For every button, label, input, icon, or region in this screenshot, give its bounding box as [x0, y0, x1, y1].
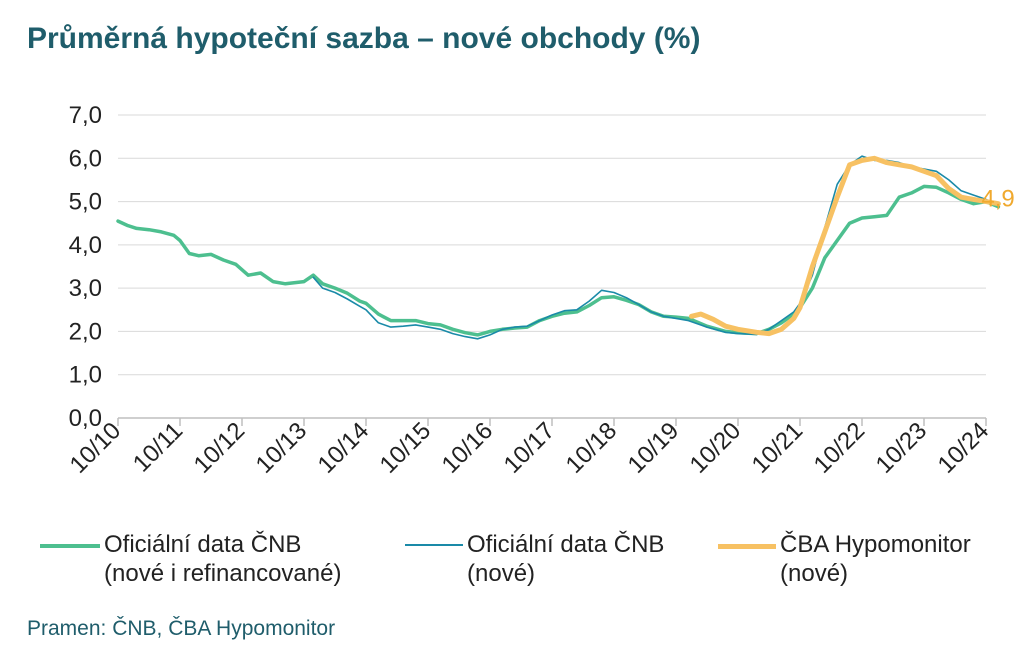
y-axis: 0,0 1,0 2,0 3,0 4,0 5,0 6,0 7,0 — [69, 102, 102, 432]
legend-swatch-cnb-all — [40, 544, 100, 548]
x-axis: 10/10 10/11 10/12 10/13 10/14 10/15 10/16 10/17… — [65, 417, 995, 479]
gridlines — [118, 114, 986, 376]
x-tick-label: 10/20 — [685, 417, 747, 479]
legend-label-cba-line2: (nové) — [780, 560, 849, 587]
legend-item-cnb-all: Oficiální data ČNB (nové i refinancované… — [40, 530, 410, 590]
legend-swatch-cnb-new — [405, 544, 463, 546]
x-tick-label: 10/23 — [871, 417, 933, 479]
series-line-cnb-new — [312, 155, 1000, 340]
x-tick-label: 10/11 — [128, 417, 188, 477]
legend-swatch-cba — [718, 544, 776, 549]
legend-label-cba-line1: ČBA Hypomonitor — [780, 531, 971, 558]
series-line-cba — [689, 155, 1001, 337]
y-tick-label: 1,0 — [69, 362, 102, 389]
x-tick-label: 10/22 — [809, 417, 871, 479]
annotations: 4,9 — [981, 186, 1014, 213]
y-tick-label: 7,0 — [69, 102, 102, 129]
x-tick-label: 10/12 — [189, 417, 251, 479]
x-tick-label: 10/14 — [313, 417, 375, 479]
y-tick-label: 6,0 — [69, 145, 102, 172]
source-note: Pramen: ČNB, ČBA Hypomonitor — [27, 617, 336, 640]
series-lines — [116, 155, 1001, 340]
x-tick-label: 10/24 — [933, 417, 995, 479]
legend-label-cnb-all-line2: (nové i refinancované) — [104, 560, 342, 587]
y-tick-label: 2,0 — [69, 318, 102, 345]
chart-title: Průměrná hypoteční sazba – nové obchody … — [27, 22, 701, 55]
legend-item-cba: ČBA Hypomonitor (nové) — [718, 530, 1018, 590]
x-tick-label: 10/15 — [375, 417, 437, 479]
x-tick-label: 10/19 — [623, 417, 685, 479]
x-tick-label: 10/18 — [561, 417, 623, 479]
x-tick-label: 10/16 — [437, 417, 499, 479]
y-tick-label: 0,0 — [69, 405, 102, 432]
legend-label-cnb-all-line1: Oficiální data ČNB — [104, 531, 302, 558]
x-tick-label: 10/21 — [747, 417, 809, 479]
last-value-label: 4,9 — [981, 186, 1014, 213]
legend-label-cnb-new-line1: Oficiální data ČNB — [467, 531, 665, 558]
y-tick-label: 3,0 — [69, 275, 102, 302]
y-tick-label: 5,0 — [69, 189, 102, 216]
x-tick-label: 10/17 — [499, 417, 561, 479]
legend-item-cnb-new: Oficiální data ČNB (nové) — [405, 530, 715, 590]
y-tick-label: 4,0 — [69, 232, 102, 259]
legend-label-cnb-new-line2: (nové) — [467, 560, 536, 587]
x-tick-label: 10/13 — [251, 417, 313, 479]
